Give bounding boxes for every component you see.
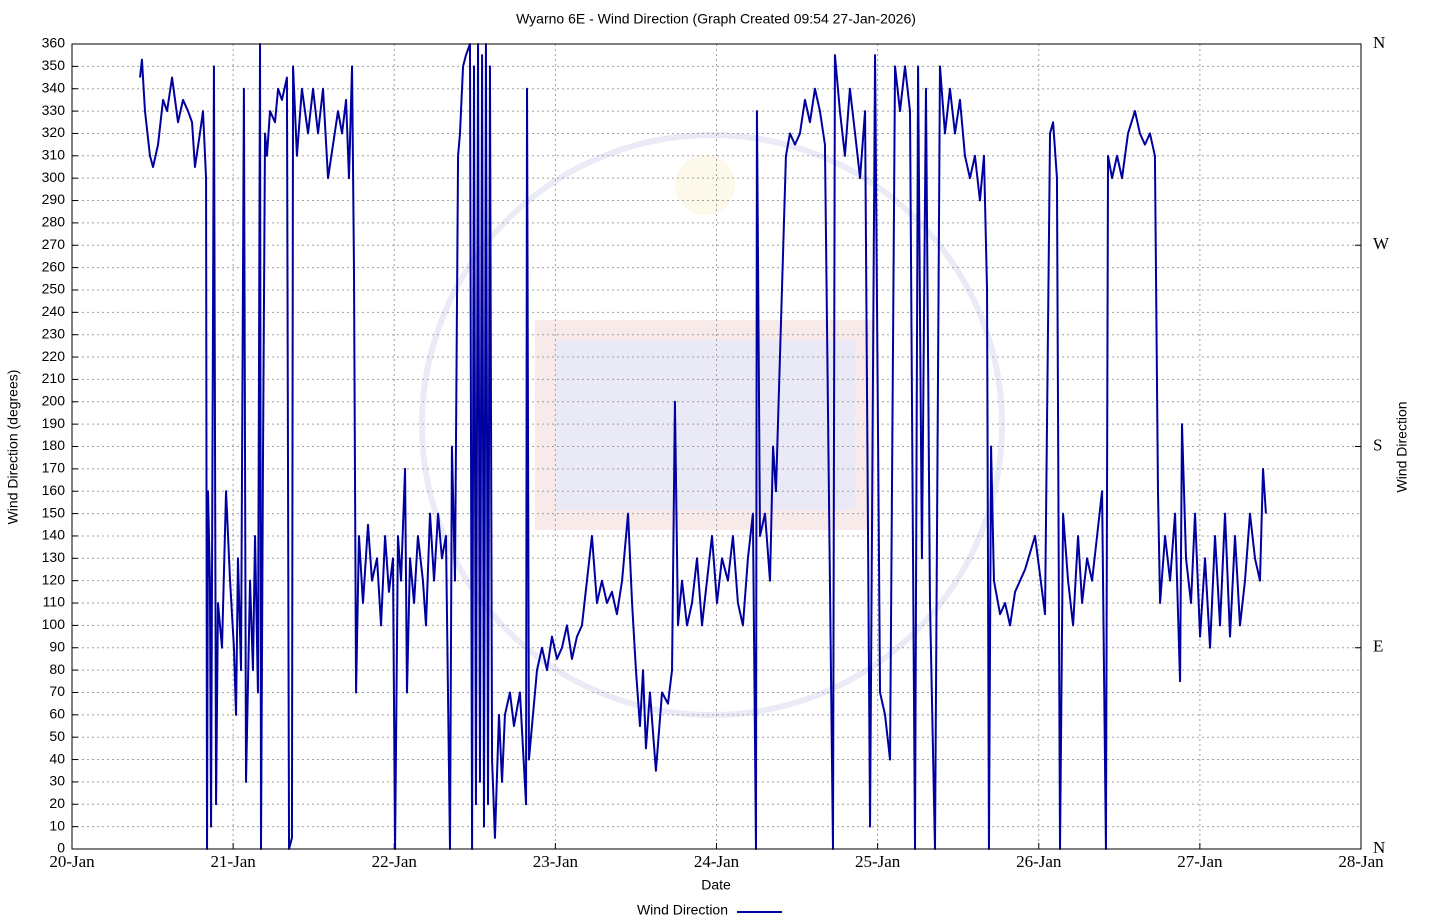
y-tick-label: 110 bbox=[43, 594, 66, 610]
y-tick-label: 290 bbox=[42, 191, 66, 207]
watermark-sun bbox=[675, 155, 735, 215]
y-tick-label: 280 bbox=[42, 214, 66, 230]
x-tick-label: 25-Jan bbox=[855, 852, 901, 871]
y-tick-label: 220 bbox=[42, 348, 66, 364]
y2-tick-label: N bbox=[1373, 33, 1385, 52]
y-tick-label: 250 bbox=[42, 281, 66, 297]
y-tick-label: 330 bbox=[42, 102, 66, 118]
y-tick-label: 140 bbox=[42, 527, 66, 543]
x-tick-label: 28-Jan bbox=[1338, 852, 1384, 871]
y-tick-label: 70 bbox=[49, 683, 65, 699]
legend: Wind Direction bbox=[637, 902, 782, 918]
x-tick-label: 24-Jan bbox=[694, 852, 740, 871]
watermark-flag-field bbox=[555, 340, 855, 510]
y-tick-label: 60 bbox=[49, 706, 65, 722]
y-tick-label: 230 bbox=[42, 325, 66, 341]
y-tick-label: 30 bbox=[49, 773, 65, 789]
plot bbox=[138, 43, 1267, 850]
y-tick-label: 210 bbox=[42, 370, 66, 386]
y2-tick-label: W bbox=[1373, 234, 1390, 253]
chart-title: Wyarno 6E - Wind Direction (Graph Create… bbox=[516, 11, 916, 27]
x-tick-label: 21-Jan bbox=[210, 852, 256, 871]
y-tick-label: 130 bbox=[42, 549, 66, 565]
plot-frame bbox=[71, 43, 1362, 850]
watermark bbox=[419, 132, 1005, 718]
y2-tick-label: E bbox=[1373, 637, 1383, 656]
y2-axis-label: Wind Direction bbox=[1394, 401, 1410, 492]
y2-tick-label: N bbox=[1373, 838, 1385, 857]
y-tick-label: 180 bbox=[42, 437, 66, 453]
x-tick-label: 22-Jan bbox=[372, 852, 418, 871]
y-tick-label: 40 bbox=[49, 750, 65, 766]
y-tick-label: 310 bbox=[42, 147, 66, 163]
y-tick-label: 100 bbox=[42, 616, 66, 632]
x-tick-label: 23-Jan bbox=[533, 852, 579, 871]
y-tick-label: 320 bbox=[42, 124, 66, 140]
data-line bbox=[138, 43, 1267, 850]
y-tick-label: 0 bbox=[57, 840, 65, 856]
watermark-flag bbox=[535, 320, 875, 530]
x-tick-label: 27-Jan bbox=[1177, 852, 1223, 871]
y-tick-label: 160 bbox=[42, 482, 66, 498]
y-tick-label: 50 bbox=[49, 728, 65, 744]
y-axis-label: Wind Direction (degrees) bbox=[5, 370, 21, 525]
x-tick-label: 26-Jan bbox=[1016, 852, 1062, 871]
legend-label: Wind Direction bbox=[637, 902, 728, 918]
y-tick-label: 10 bbox=[49, 817, 65, 833]
y-tick-label: 350 bbox=[42, 57, 66, 73]
x-tick-label: 20-Jan bbox=[49, 852, 95, 871]
y-tick-label: 200 bbox=[42, 392, 66, 408]
y-tick-label: 270 bbox=[42, 236, 66, 252]
y-tick-label: 90 bbox=[49, 638, 65, 654]
y-tick-label: 20 bbox=[49, 795, 65, 811]
y-tick-label: 240 bbox=[42, 303, 66, 319]
y-tick-label: 340 bbox=[42, 79, 66, 95]
y-tick-label: 360 bbox=[42, 35, 66, 51]
y-tick-label: 120 bbox=[42, 571, 66, 587]
y-tick-label: 190 bbox=[42, 415, 66, 431]
y2-tick-label: S bbox=[1373, 435, 1382, 454]
y-tick-label: 80 bbox=[49, 661, 65, 677]
y-tick-label: 150 bbox=[42, 504, 66, 520]
y-tick-label: 170 bbox=[42, 460, 66, 476]
y-tick-label: 300 bbox=[42, 169, 66, 185]
y-tick-label: 260 bbox=[42, 258, 66, 274]
x-axis-label: Date bbox=[701, 877, 731, 893]
